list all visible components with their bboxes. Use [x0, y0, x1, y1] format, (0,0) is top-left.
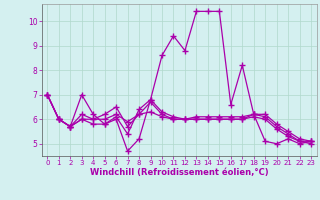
X-axis label: Windchill (Refroidissement éolien,°C): Windchill (Refroidissement éolien,°C)	[90, 168, 268, 177]
